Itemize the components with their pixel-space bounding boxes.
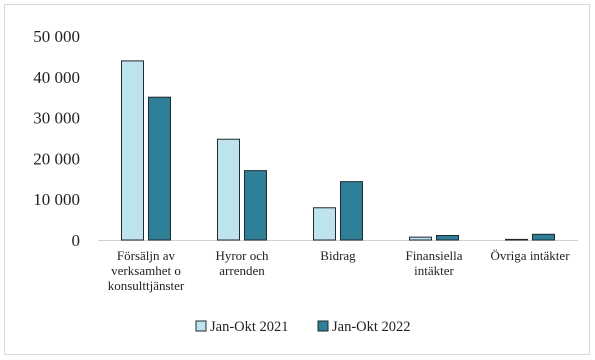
chart-frame [4,4,590,355]
bars [121,60,555,241]
bar-series-1-category-4 [409,236,432,241]
legend-label-series-1: Jan-Okt 2021 [210,319,289,335]
x-tick-label: Finansiella [405,248,462,263]
bar-series-2-category-2 [244,170,267,241]
legend-swatch-series-1 [195,320,207,332]
bar-series-1-category-2 [217,138,240,241]
x-tick-label: Bidrag [320,248,356,263]
x-tick-label: verksamhet o [111,263,181,278]
y-tick-label: 10 000 [33,190,80,209]
x-tick-label: konsulttjänster [108,278,185,293]
x-tick-label: Övriga intäkter [490,248,570,263]
bar-series-2-category-4 [436,235,459,241]
y-tick-label: 0 [72,231,81,250]
legend-label-series-2: Jan-Okt 2022 [332,319,411,335]
bar-series-1-category-3 [313,207,336,241]
x-tick-label: Hyror och [215,248,269,263]
y-tick-label: 40 000 [33,68,80,87]
legend-swatch-series-2 [317,320,329,332]
y-tick-label: 30 000 [33,109,80,128]
bar-series-1-category-5 [505,238,528,241]
y-tick-label: 20 000 [33,149,80,168]
bar-series-2-category-3 [340,181,363,241]
x-tick-label: arrenden [219,263,265,278]
y-tick-label: 50 000 [33,27,80,46]
bar-series-1-category-1 [121,60,144,241]
y-axis: 0 10 000 20 000 30 000 40 000 50 000 [33,27,80,250]
x-tick-label: intäkter [414,263,454,278]
bar-series-2-category-5 [532,233,555,241]
x-tick-label: Försäljn av [117,248,176,263]
bar-series-2-category-1 [148,96,171,241]
legend: Jan-Okt 2021 Jan-Okt 2022 [195,319,411,335]
